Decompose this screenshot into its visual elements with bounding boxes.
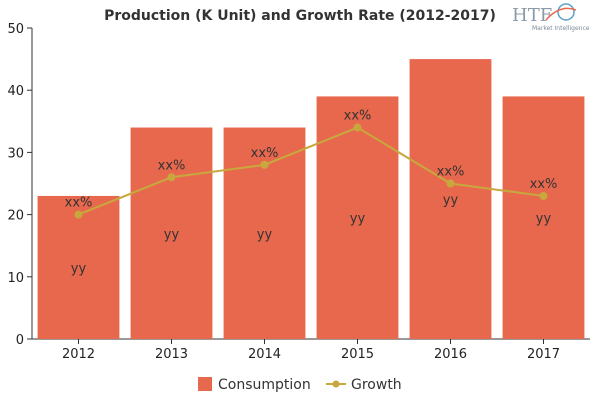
bar-value-label: yy [164, 227, 180, 242]
growth-point-2014 [260, 160, 269, 169]
x-tick-label: 2015 [341, 347, 374, 362]
y-tick-label: 10 [7, 271, 24, 286]
x-tick-label: 2017 [527, 347, 560, 362]
bar-2012 [37, 195, 120, 339]
company-logo: HTF Market Intelligence [512, 3, 590, 32]
growth-value-label: xx% [158, 158, 186, 173]
y-tick-label: 30 [7, 146, 24, 161]
y-tick-label: 20 [7, 209, 24, 224]
x-tick-label: 2016 [434, 347, 467, 362]
bar-data-labels: yy yy yy yy yy yy [71, 193, 552, 276]
growth-value-label: xx% [344, 109, 372, 124]
x-tick-label: 2013 [155, 347, 188, 362]
logo-text: HTF [512, 5, 552, 26]
x-tick-label: 2012 [62, 347, 95, 362]
y-tick-label: 40 [7, 84, 24, 99]
bar-value-label: yy [71, 261, 87, 276]
growth-point-2016 [446, 179, 455, 188]
chart-axes [31, 28, 590, 340]
bar-value-label: yy [257, 227, 273, 242]
y-tick-label: 0 [16, 333, 24, 348]
growth-line [78, 126, 544, 216]
bar-2016 [409, 59, 492, 339]
growth-point-2015 [353, 123, 362, 132]
x-tick-label: 2014 [248, 347, 281, 362]
bar-value-label: yy [536, 212, 552, 227]
legend-consumption-label: Consumption [218, 377, 311, 393]
bar-2015 [316, 96, 399, 339]
growth-point-2013 [167, 173, 176, 182]
chart-title: Production (K Unit) and Growth Rate (201… [104, 8, 496, 24]
logo-swoosh-icon [545, 7, 577, 21]
y-tick-label: 50 [7, 22, 24, 37]
y-axis-ticks: 0 10 20 30 40 50 [7, 22, 32, 348]
growth-point-2012 [74, 210, 83, 219]
growth-value-label: xx% [251, 146, 279, 161]
bar-value-label: yy [443, 193, 459, 208]
logo-subtext: Market Intelligence [532, 25, 590, 32]
bar-value-label: yy [350, 212, 366, 227]
growth-value-label: xx% [65, 196, 93, 211]
bar-2013 [130, 127, 213, 340]
legend-growth-marker [332, 380, 340, 388]
bar-2017 [502, 96, 585, 339]
growth-value-label: xx% [437, 165, 465, 180]
growth-data-labels: xx% xx% xx% xx% xx% xx% [65, 109, 558, 211]
growth-value-label: xx% [530, 177, 558, 192]
legend: Consumption Growth [198, 377, 402, 393]
x-axis-ticks: 2012 2013 2014 2015 2016 2017 [62, 339, 560, 362]
growth-line-series [74, 123, 548, 219]
legend-growth-label: Growth [351, 377, 402, 393]
growth-point-2017 [539, 191, 548, 200]
legend-consumption-swatch [198, 377, 212, 391]
logo-globe-icon [557, 3, 575, 21]
